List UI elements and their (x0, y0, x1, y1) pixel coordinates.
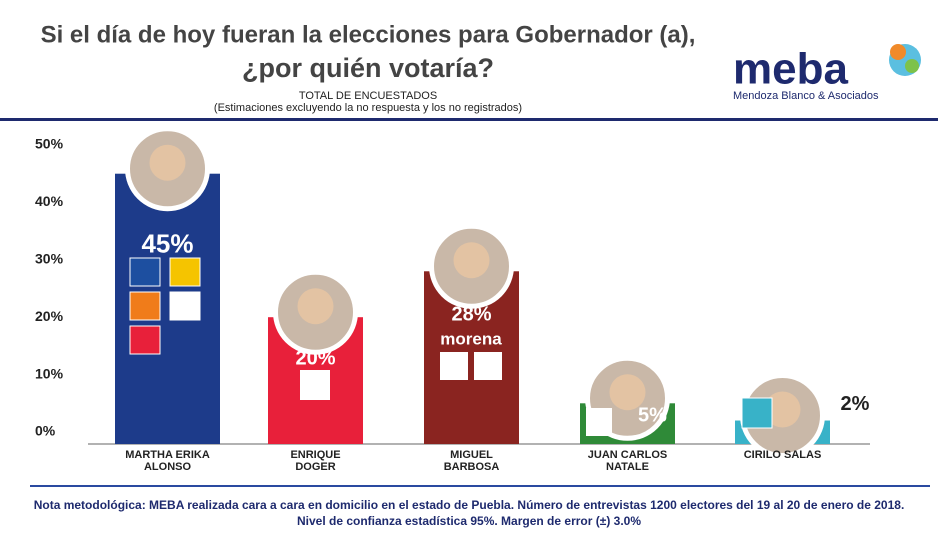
candidate-photo-face (764, 391, 801, 428)
y-tick-label: 20% (35, 308, 64, 324)
candidate-photo-face (149, 144, 186, 181)
party-logo (300, 370, 330, 400)
footer-rule (30, 485, 930, 487)
party-logo (474, 352, 502, 380)
x-tick-label: MIGUEL BARBOSA (443, 449, 500, 473)
x-tick-label: MARTHA ERIKA ALONSO (125, 449, 210, 473)
brand-tagline: Mendoza Blanco & Asociados (733, 90, 879, 102)
footnote: Nota metodológica: MEBA realizada cara a… (34, 498, 905, 512)
party-label: morena (440, 329, 502, 348)
value-label: 45% (141, 229, 193, 259)
chart-title: Si el día de hoy fueran la elecciones pa… (41, 21, 696, 48)
subtitle-note: (Estimaciones excluyendo la no respuesta… (214, 102, 522, 114)
party-logo (440, 352, 468, 380)
party-logo (129, 291, 161, 321)
chart-title-line2: ¿por quién votaría? (242, 53, 494, 83)
candidate-photo-face (297, 288, 334, 325)
footnote-line2: Nivel de confianza estadística 95%. Marg… (297, 514, 641, 528)
y-tick-label: 0% (35, 423, 56, 439)
y-tick-label: 40% (35, 193, 64, 209)
value-label: 28% (451, 304, 491, 326)
party-logo (169, 257, 201, 287)
subtitle: TOTAL DE ENCUESTADOS (299, 90, 437, 102)
x-tick-label: ENRIQUE DOGER (290, 449, 341, 473)
x-tick-label: CIRILO SALAS (743, 449, 822, 461)
party-logo (586, 408, 612, 436)
header-rule (0, 118, 938, 121)
brand-icon (905, 59, 919, 73)
party-logo (129, 257, 161, 287)
y-tick-label: 30% (35, 251, 64, 267)
value-label: 20% (295, 347, 335, 369)
candidate-photo-face (609, 374, 646, 411)
party-logo (129, 325, 161, 355)
y-tick-label: 10% (35, 365, 64, 381)
y-tick-label: 50% (35, 136, 64, 152)
party-logo (741, 397, 773, 429)
x-tick-label: JUAN CARLOS NATALE (587, 449, 668, 473)
party-logo (169, 291, 201, 321)
candidate-photo-face (453, 242, 490, 279)
brand-icon (890, 44, 906, 60)
brand: meba (733, 45, 848, 94)
value-label: 5% (638, 405, 667, 427)
value-label: 2% (841, 393, 870, 415)
